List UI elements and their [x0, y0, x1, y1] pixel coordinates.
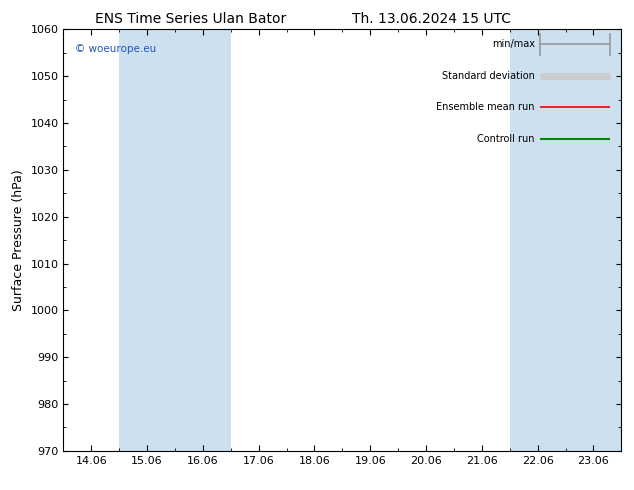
- Text: © woeurope.eu: © woeurope.eu: [75, 44, 156, 54]
- Text: Ensemble mean run: Ensemble mean run: [436, 102, 535, 112]
- Bar: [119, 29, 231, 451]
- Bar: [510, 29, 621, 451]
- Text: min/max: min/max: [492, 39, 535, 49]
- Text: ENS Time Series Ulan Bator: ENS Time Series Ulan Bator: [94, 12, 286, 26]
- Text: Standard deviation: Standard deviation: [442, 71, 535, 81]
- Y-axis label: Surface Pressure (hPa): Surface Pressure (hPa): [12, 169, 25, 311]
- Text: Th. 13.06.2024 15 UTC: Th. 13.06.2024 15 UTC: [352, 12, 510, 26]
- Text: Controll run: Controll run: [477, 134, 535, 144]
